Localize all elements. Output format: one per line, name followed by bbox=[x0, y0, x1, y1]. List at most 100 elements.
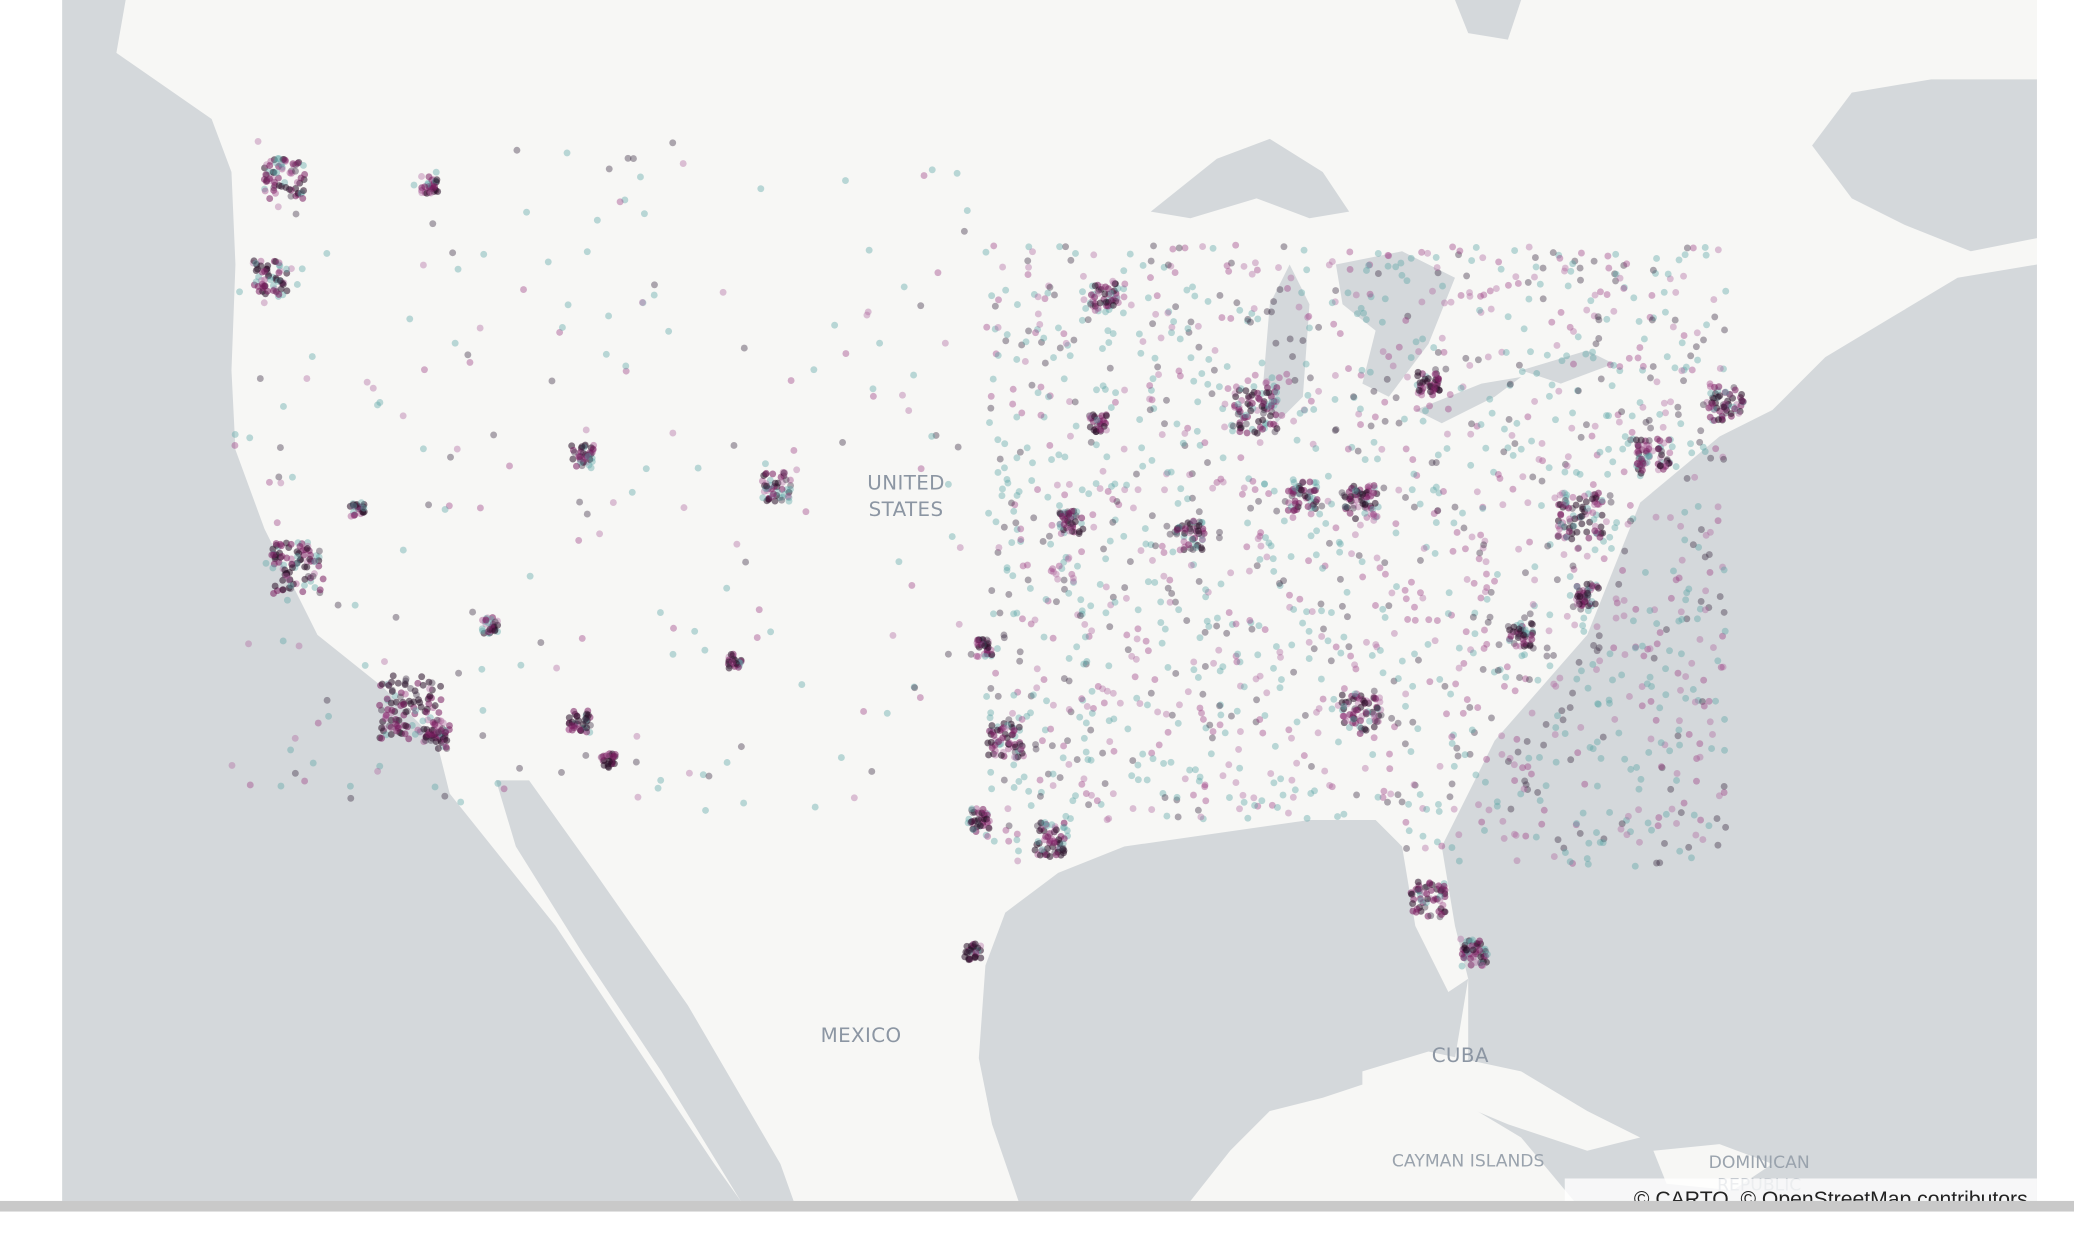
point bbox=[605, 312, 613, 320]
point bbox=[1411, 650, 1418, 658]
point bbox=[1654, 822, 1662, 830]
point bbox=[1655, 814, 1663, 821]
point bbox=[1042, 820, 1050, 828]
point bbox=[1360, 309, 1368, 317]
point bbox=[1352, 665, 1360, 673]
point bbox=[1087, 602, 1095, 610]
point bbox=[1673, 777, 1680, 784]
point bbox=[1658, 451, 1666, 459]
point bbox=[1014, 753, 1022, 761]
point bbox=[1215, 534, 1223, 542]
point bbox=[563, 149, 571, 157]
point bbox=[1340, 705, 1348, 713]
point bbox=[1720, 789, 1728, 796]
point bbox=[1032, 745, 1040, 753]
point bbox=[1099, 685, 1107, 693]
point bbox=[1551, 494, 1559, 502]
point bbox=[1030, 290, 1038, 298]
point bbox=[1517, 790, 1525, 798]
point bbox=[393, 727, 400, 735]
point bbox=[1690, 811, 1698, 819]
point bbox=[1352, 496, 1360, 504]
point bbox=[1370, 513, 1378, 520]
point bbox=[1569, 562, 1577, 570]
point bbox=[1221, 729, 1229, 737]
point bbox=[1236, 682, 1244, 690]
point bbox=[994, 692, 1002, 700]
point bbox=[1041, 295, 1049, 303]
point bbox=[1028, 381, 1036, 389]
point bbox=[1466, 704, 1474, 711]
point bbox=[1129, 805, 1137, 812]
point bbox=[1441, 299, 1448, 307]
point bbox=[1621, 651, 1629, 659]
point bbox=[1722, 388, 1730, 396]
point bbox=[1448, 733, 1456, 741]
point bbox=[1060, 558, 1068, 566]
point bbox=[1017, 536, 1025, 543]
point bbox=[1085, 490, 1093, 498]
point bbox=[1101, 780, 1109, 787]
point bbox=[1270, 567, 1278, 575]
point bbox=[1450, 731, 1457, 739]
point bbox=[1341, 503, 1349, 511]
point bbox=[1700, 676, 1708, 684]
point bbox=[1639, 366, 1646, 374]
point bbox=[1573, 528, 1581, 536]
point bbox=[1490, 468, 1498, 476]
point bbox=[1381, 417, 1389, 425]
point bbox=[276, 277, 284, 284]
point bbox=[1528, 709, 1536, 717]
point bbox=[1402, 317, 1410, 324]
point bbox=[1215, 646, 1223, 654]
point bbox=[1216, 702, 1223, 710]
point bbox=[1536, 797, 1544, 805]
point bbox=[1172, 303, 1180, 311]
point bbox=[1191, 534, 1199, 542]
point bbox=[1496, 666, 1504, 674]
point bbox=[657, 776, 665, 784]
point bbox=[1085, 633, 1093, 640]
point bbox=[737, 743, 745, 751]
point bbox=[1657, 739, 1665, 747]
point bbox=[1552, 758, 1560, 766]
point bbox=[1239, 791, 1247, 799]
point bbox=[283, 265, 290, 273]
point bbox=[1133, 470, 1140, 478]
point bbox=[1514, 748, 1522, 756]
point bbox=[1538, 502, 1545, 509]
point bbox=[1606, 492, 1614, 500]
point bbox=[1416, 379, 1424, 387]
point bbox=[1034, 293, 1042, 301]
scrollbar[interactable] bbox=[0, 1200, 2074, 1212]
point bbox=[910, 683, 918, 691]
point bbox=[1141, 525, 1149, 532]
point bbox=[1520, 785, 1528, 793]
point bbox=[1311, 505, 1319, 512]
point bbox=[1268, 801, 1276, 809]
point bbox=[231, 442, 239, 449]
point bbox=[575, 453, 583, 461]
point bbox=[1577, 433, 1585, 441]
point bbox=[1309, 440, 1317, 448]
point bbox=[1674, 732, 1682, 740]
point bbox=[1468, 420, 1475, 428]
point bbox=[616, 198, 624, 206]
point bbox=[1135, 330, 1143, 338]
point bbox=[1390, 677, 1398, 685]
point bbox=[1716, 365, 1724, 372]
point bbox=[781, 469, 789, 477]
point bbox=[1180, 538, 1188, 546]
point bbox=[1592, 511, 1600, 519]
point bbox=[1047, 567, 1055, 575]
point bbox=[1254, 802, 1262, 810]
point bbox=[1033, 684, 1041, 692]
point bbox=[246, 781, 254, 789]
point bbox=[479, 732, 487, 739]
water bbox=[62, 0, 2037, 1201]
point bbox=[1566, 858, 1574, 866]
point bbox=[1708, 745, 1716, 753]
point bbox=[1003, 331, 1011, 339]
point bbox=[1236, 658, 1244, 666]
